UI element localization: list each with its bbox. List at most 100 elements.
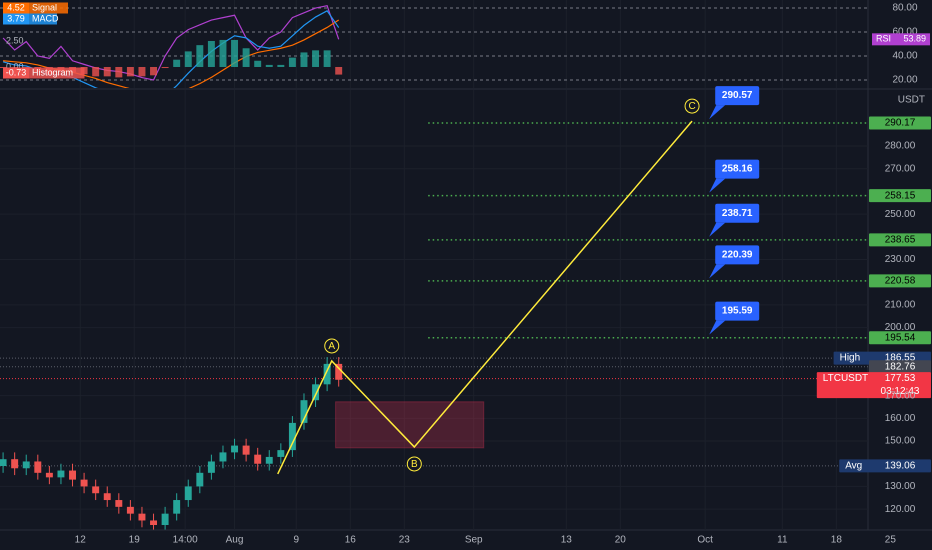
target-callout xyxy=(715,245,760,265)
target-callout xyxy=(715,159,760,179)
candle-body xyxy=(254,454,262,464)
histogram-bar xyxy=(138,66,146,77)
candle-body xyxy=(0,459,7,467)
histogram-bar xyxy=(323,50,331,67)
histogram-bar xyxy=(242,48,250,67)
x-tick-label: 18 xyxy=(831,535,843,546)
histogram-bar xyxy=(184,51,192,67)
target-value: 290.57 xyxy=(722,90,753,101)
target-callout-tail xyxy=(709,178,726,193)
wave-point-label: C xyxy=(688,101,695,112)
x-tick-label: Sep xyxy=(465,535,483,546)
y-tick-label: 170.00 xyxy=(885,390,916,401)
target-value: 195.59 xyxy=(722,306,753,317)
target-callout xyxy=(715,86,760,106)
level-badge xyxy=(869,233,931,247)
candle-body xyxy=(138,513,146,521)
legend-name: Signal xyxy=(32,2,57,12)
level-value: 220.58 xyxy=(885,276,916,287)
legend-name-badge xyxy=(29,13,57,25)
histogram-bar xyxy=(277,64,285,67)
candle-body xyxy=(173,500,181,514)
legend-name: MACD xyxy=(32,13,59,23)
histogram-bar xyxy=(231,39,239,67)
wave-point-label: B xyxy=(411,459,418,470)
price-badge-name: LTCUSDT xyxy=(823,373,868,384)
x-tick-label: 9 xyxy=(293,535,299,546)
histogram-bar xyxy=(207,40,215,67)
wave-line xyxy=(277,120,693,475)
legend-value-badge xyxy=(3,67,29,79)
axis-unit: USDT xyxy=(898,95,925,106)
x-tick-label: 11 xyxy=(777,535,788,546)
rsi-badge xyxy=(872,33,930,46)
target-value: 238.71 xyxy=(722,208,753,219)
price-badge-value: 182.76 xyxy=(885,361,916,372)
wave-point-circle xyxy=(324,338,340,354)
rsi-badge-value: 53.89 xyxy=(903,34,926,44)
histogram-bar xyxy=(219,39,227,67)
price-badge xyxy=(869,360,931,374)
histogram-bar xyxy=(161,66,169,69)
histogram-bar xyxy=(150,66,158,76)
price-badge-name: Avg xyxy=(845,461,862,472)
candle-body xyxy=(242,445,250,455)
x-tick-label: 12 xyxy=(75,535,87,546)
y-tick-label: 200.00 xyxy=(885,322,916,333)
histogram-bar xyxy=(288,57,296,67)
candle-body xyxy=(207,461,215,473)
candle-body xyxy=(219,452,227,462)
legend-name-badge xyxy=(29,67,85,79)
x-tick-label: 16 xyxy=(345,535,357,546)
target-callout-tail xyxy=(709,222,726,237)
price-badge xyxy=(839,459,931,473)
x-tick-label: 23 xyxy=(399,535,411,546)
candle-body xyxy=(57,470,65,478)
legend-name-badge xyxy=(29,2,68,14)
y-tick-label: 130.00 xyxy=(885,481,916,492)
x-tick-label: 19 xyxy=(129,535,141,546)
y-tick-label: 40.00 xyxy=(892,51,917,62)
target-value: 258.16 xyxy=(722,164,753,175)
legend-value: 3.79 xyxy=(7,13,25,23)
level-value: 238.65 xyxy=(885,235,916,246)
target-callout-tail xyxy=(709,105,726,120)
main-pane xyxy=(0,90,868,530)
candle-body xyxy=(196,472,204,487)
candle-body xyxy=(103,493,111,501)
legend-value-badge xyxy=(3,13,29,25)
y-tick-label: 270.00 xyxy=(885,163,916,174)
histogram-bar xyxy=(196,45,204,67)
candle-body xyxy=(11,459,19,469)
x-tick-label: 14:00 xyxy=(173,535,198,546)
y-tick-label: 230.00 xyxy=(885,254,916,265)
histogram-bar xyxy=(103,66,111,77)
candle-body xyxy=(184,486,192,501)
y-tick-label: 160.00 xyxy=(885,413,916,424)
x-tick-label: 13 xyxy=(561,535,573,546)
candle-body xyxy=(231,445,239,453)
histogram-bar xyxy=(300,52,308,67)
y2-tick-label: 2.50 xyxy=(6,35,24,45)
candle-body xyxy=(323,363,331,385)
level-badge xyxy=(869,274,931,288)
wave-point-circle xyxy=(684,98,700,114)
candle-body xyxy=(312,384,320,401)
candle-body xyxy=(126,506,134,514)
price-badge-value: 186.55 xyxy=(885,353,916,364)
histogram-bar xyxy=(115,66,123,78)
y-tick-label: 80.00 xyxy=(892,3,917,14)
target-callout xyxy=(715,301,760,321)
legend-value: -0.73 xyxy=(6,67,27,77)
candle-body xyxy=(69,470,76,480)
histogram-bar xyxy=(254,60,262,67)
level-badge xyxy=(869,189,931,203)
histogram-bar xyxy=(126,66,134,77)
price-badge-name: High xyxy=(840,353,861,364)
y-tick-label: 210.00 xyxy=(885,300,916,311)
level-badge xyxy=(869,116,931,130)
y-tick-label: 250.00 xyxy=(885,209,916,220)
candle-body xyxy=(288,422,296,451)
